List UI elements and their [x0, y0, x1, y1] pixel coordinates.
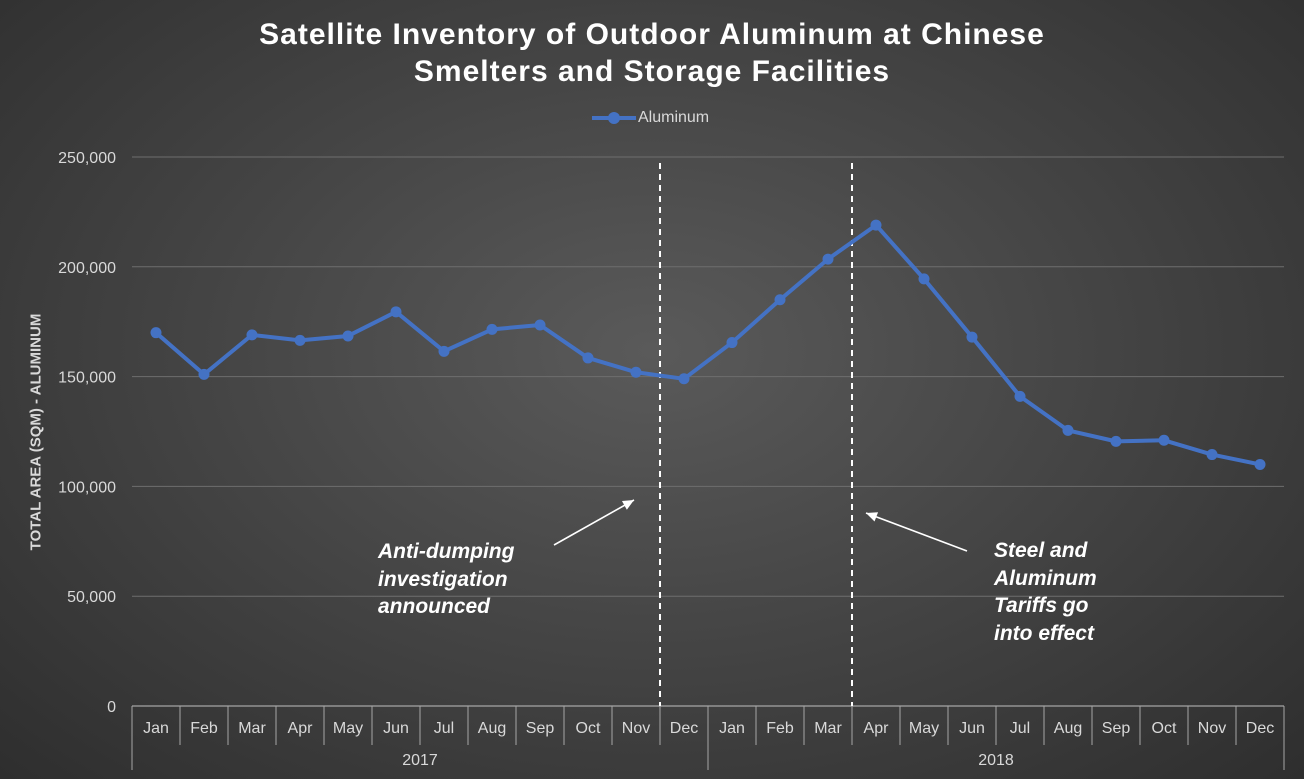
y-tick-label: 50,000 — [67, 589, 116, 606]
x-tick-label: Jul — [1010, 720, 1030, 737]
data-point — [1062, 424, 1074, 436]
x-tick-label: Oct — [1152, 720, 1177, 737]
x-tick-label: Jan — [719, 720, 745, 737]
x-tick-label: Jul — [434, 720, 454, 737]
annotation-anti-dumping: Anti-dumping investigation announced — [378, 540, 515, 618]
x-tick-label: Apr — [288, 720, 314, 737]
data-point — [1254, 458, 1266, 470]
y-tick-label: 250,000 — [58, 150, 116, 167]
legend: Aluminum — [592, 108, 709, 128]
data-point — [198, 368, 210, 380]
data-point — [1014, 390, 1026, 402]
chart-title-line-1: Satellite Inventory of Outdoor Aluminum … — [259, 18, 1045, 51]
data-point — [390, 306, 402, 318]
x-tick-label: Dec — [670, 720, 698, 737]
x-tick-label: Mar — [238, 720, 266, 737]
legend-line-marker-icon — [592, 108, 636, 128]
data-point — [966, 331, 978, 343]
annotation-arrow-head — [866, 512, 879, 522]
x-tick-label: Oct — [576, 720, 601, 737]
data-point — [678, 373, 690, 385]
y-tick-label: 150,000 — [58, 370, 116, 387]
x-group-label: 2017 — [402, 752, 438, 769]
data-point — [1158, 434, 1170, 446]
x-tick-label: Sep — [1102, 720, 1131, 737]
data-point — [342, 330, 354, 342]
x-tick-label: Jun — [383, 720, 409, 737]
x-tick-label: Aug — [1054, 720, 1082, 737]
x-tick-label: Dec — [1246, 720, 1274, 737]
data-point — [486, 323, 498, 335]
data-point — [870, 219, 882, 231]
legend-label: Aluminum — [638, 109, 710, 126]
annotation-arrow — [865, 512, 968, 552]
x-tick-label: Nov — [622, 720, 650, 737]
chart-title: Satellite Inventory of Outdoor Aluminum … — [0, 16, 1304, 90]
x-tick-label: Nov — [1198, 720, 1226, 737]
x-tick-label: Feb — [766, 720, 794, 737]
x-tick-label: Sep — [526, 720, 555, 737]
annotation-arrow-head — [621, 500, 634, 510]
data-point — [1110, 435, 1122, 447]
data-point — [822, 253, 834, 265]
data-point — [534, 319, 546, 331]
annotation-arrow — [553, 499, 635, 546]
x-tick-label: Aug — [478, 720, 506, 737]
y-tick-label: 200,000 — [58, 260, 116, 277]
chart-title-line-2: Smelters and Storage Facilities — [413, 55, 891, 88]
x-tick-label: Apr — [864, 720, 890, 737]
x-tick-label: Jun — [959, 720, 985, 737]
data-point — [582, 352, 594, 364]
y-tick-label: 100,000 — [58, 479, 116, 496]
data-point — [246, 329, 258, 341]
x-tick-label: May — [333, 720, 363, 737]
data-point — [150, 327, 162, 339]
y-tick-label: 0 — [107, 699, 116, 716]
x-tick-label: Feb — [190, 720, 218, 737]
data-point — [630, 366, 642, 378]
annotation-tariffs: Steel and Aluminum Tariffs go into effec… — [994, 539, 1097, 645]
x-tick-label: May — [909, 720, 939, 737]
x-tick-label: Mar — [814, 720, 842, 737]
data-point — [774, 294, 786, 306]
data-point — [294, 334, 306, 346]
series-line — [154, 223, 1262, 467]
data-point — [1206, 449, 1218, 461]
data-point — [438, 345, 450, 357]
x-tick-label: Jan — [143, 720, 169, 737]
data-point — [918, 273, 930, 285]
x-group-label: 2018 — [978, 752, 1014, 769]
data-point — [726, 337, 738, 349]
